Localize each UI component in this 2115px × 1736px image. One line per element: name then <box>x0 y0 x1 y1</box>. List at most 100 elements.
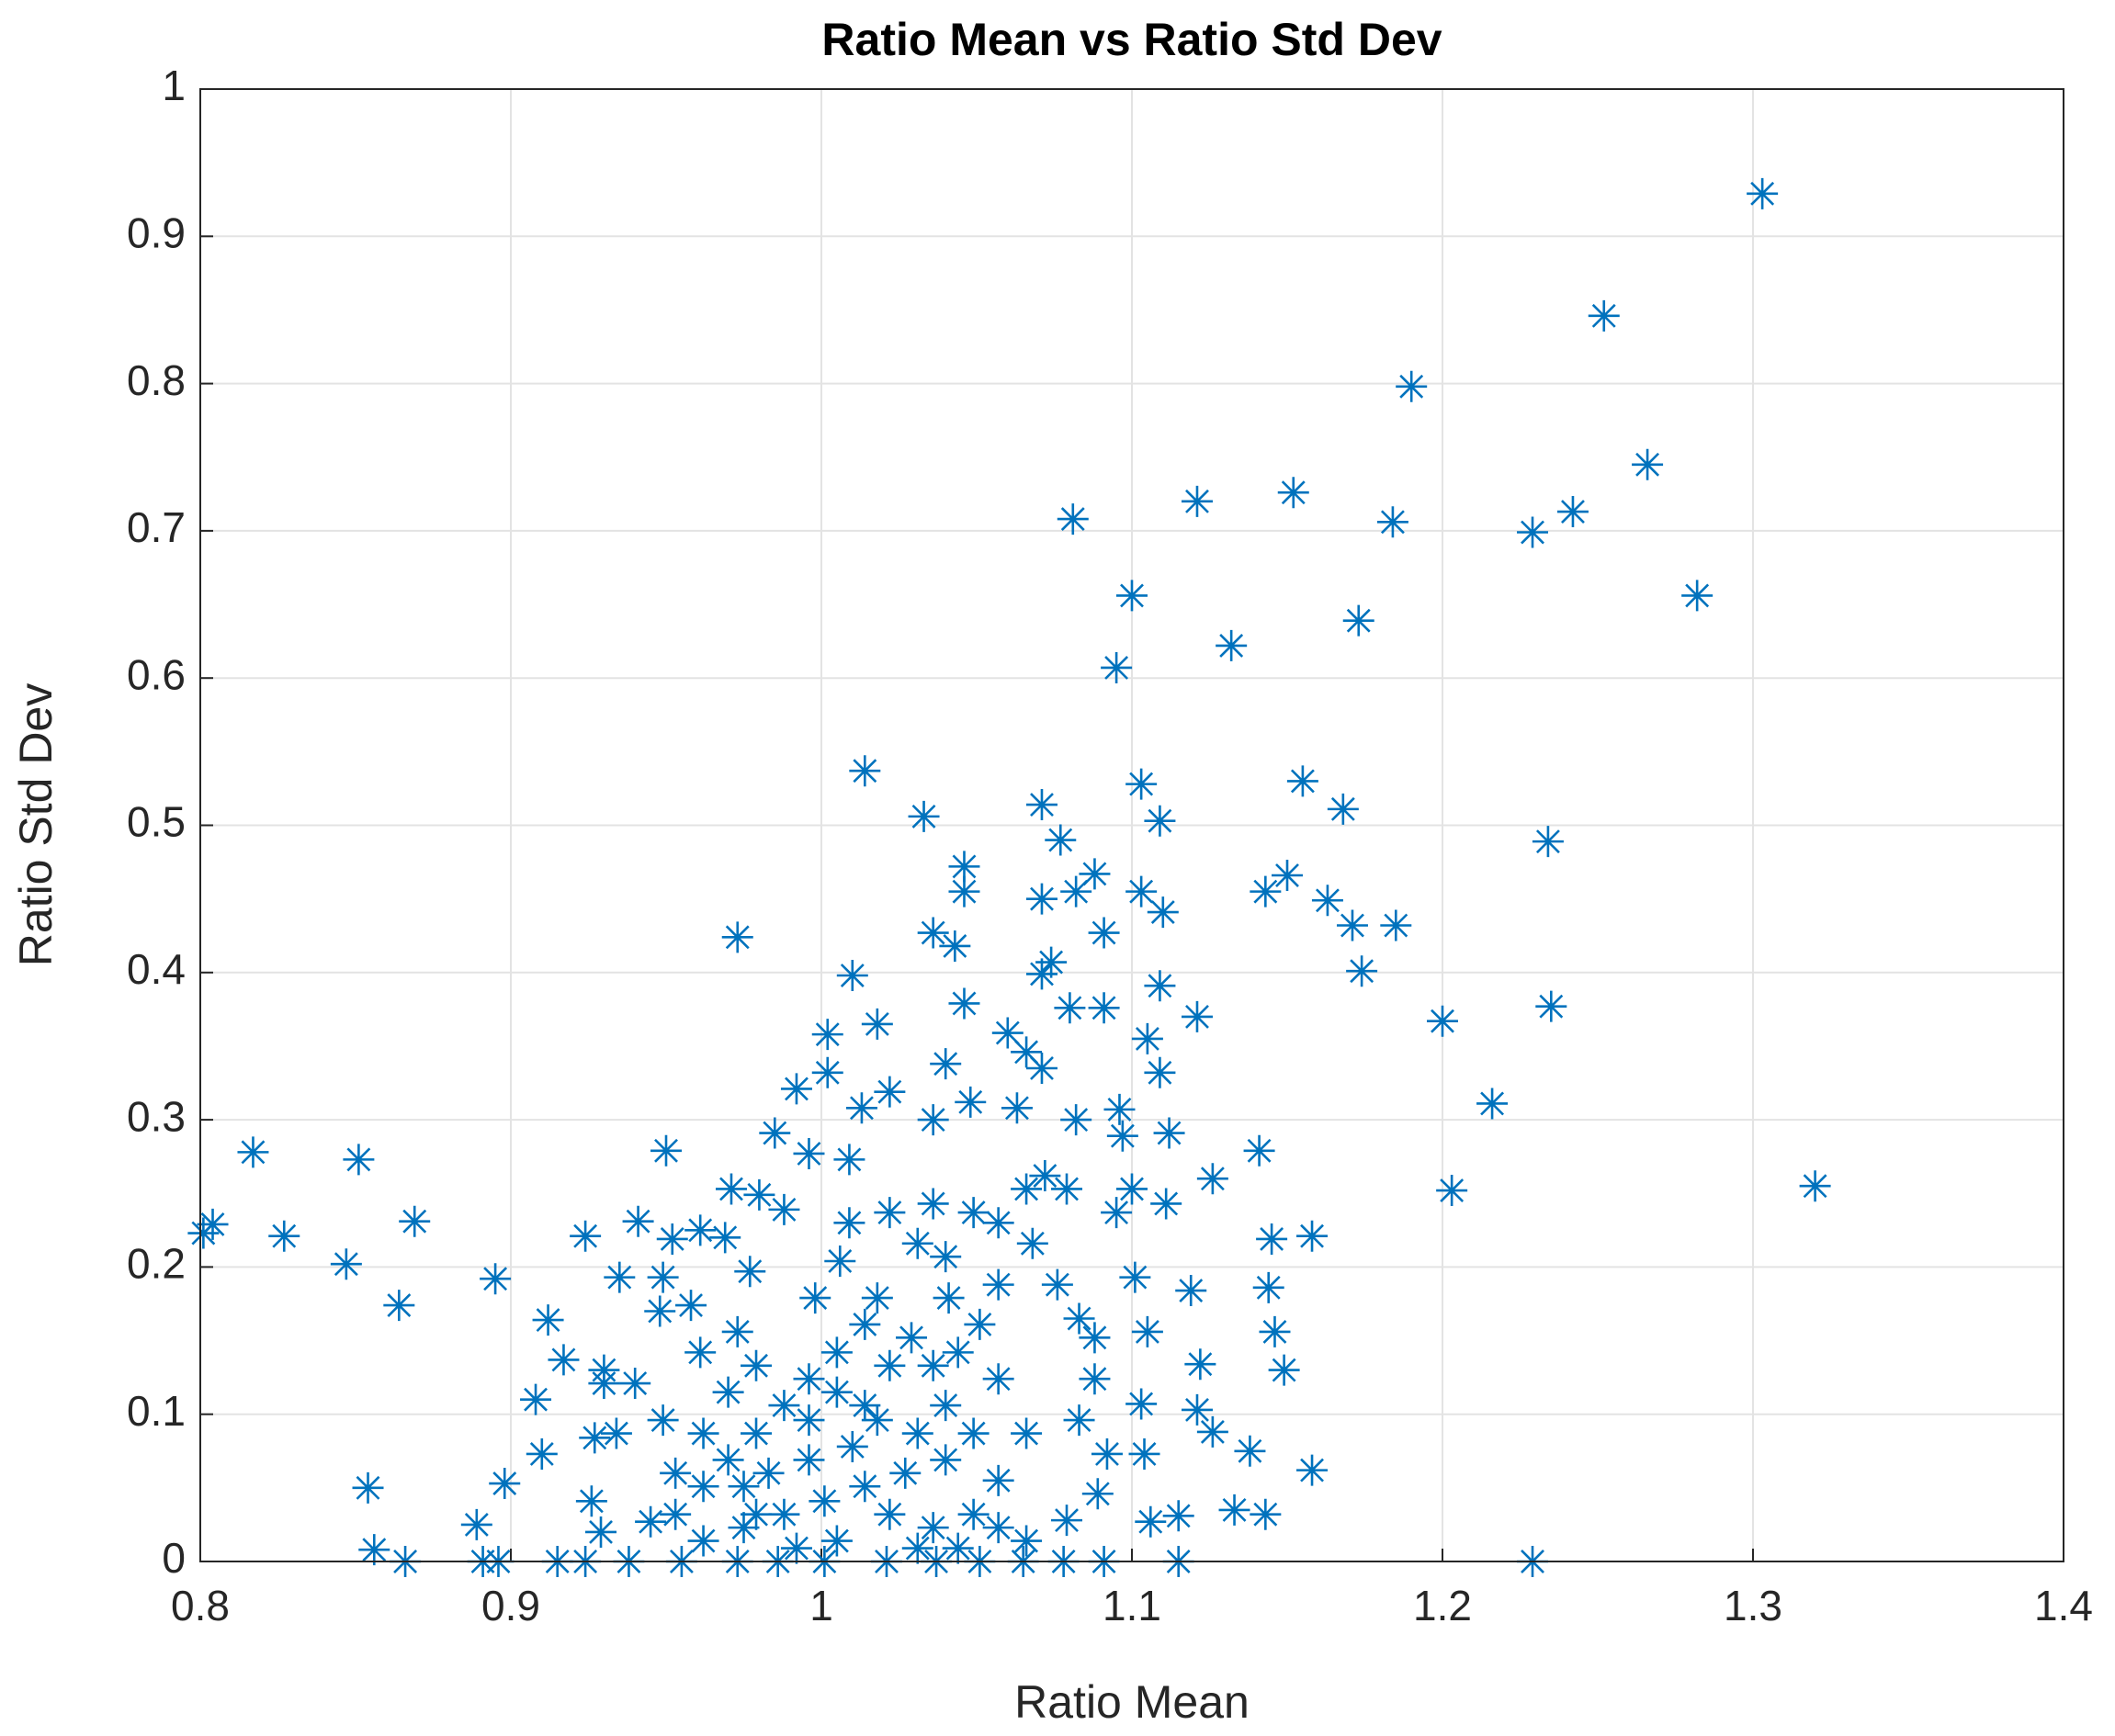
data-point <box>1153 1117 1185 1149</box>
data-point <box>793 1137 825 1169</box>
data-point <box>1147 896 1179 929</box>
y-tick-label: 0.3 <box>127 1092 186 1140</box>
y-tick-label: 0 <box>162 1534 186 1582</box>
y-tick-label: 0.4 <box>127 945 186 993</box>
data-point <box>874 1498 906 1530</box>
data-point <box>728 1512 760 1544</box>
data-point <box>1181 485 1213 517</box>
data-point <box>1135 1505 1167 1538</box>
data-point <box>343 1144 375 1176</box>
data-point <box>917 1188 949 1220</box>
data-point <box>660 1498 692 1530</box>
data-point <box>480 1263 512 1295</box>
data-point <box>982 1268 1014 1301</box>
data-point <box>1396 370 1428 402</box>
data-point <box>948 875 980 907</box>
data-point <box>1119 1261 1151 1293</box>
data-point <box>836 1430 868 1462</box>
data-point <box>644 1295 676 1327</box>
data-point <box>820 1525 853 1557</box>
data-point <box>1175 1275 1207 1307</box>
data-point <box>793 1404 825 1437</box>
data-point <box>917 1512 949 1544</box>
data-point <box>1101 651 1133 683</box>
data-point <box>1101 1197 1133 1229</box>
data-point <box>1342 604 1374 637</box>
data-point <box>237 1136 269 1168</box>
data-point <box>901 1532 933 1564</box>
x-tick-label: 1.4 <box>2034 1582 2093 1629</box>
data-point <box>933 1282 965 1314</box>
data-point <box>1116 580 1148 612</box>
data-point <box>811 1019 843 1051</box>
data-point <box>849 1390 881 1422</box>
data-point <box>1051 1505 1083 1537</box>
data-point <box>1041 1268 1073 1301</box>
data-point <box>1035 946 1068 978</box>
data-point <box>917 1349 949 1381</box>
data-point <box>1234 1435 1266 1467</box>
data-point <box>957 1417 990 1449</box>
data-point <box>330 1248 362 1280</box>
data-point <box>399 1205 431 1237</box>
x-axis-label: Ratio Mean <box>1014 1676 1250 1728</box>
y-tick-label: 0.6 <box>127 650 186 698</box>
data-point <box>1063 1404 1095 1437</box>
data-point <box>1268 1354 1300 1386</box>
x-tick-label: 0.8 <box>171 1582 230 1629</box>
data-point <box>896 1322 928 1354</box>
data-point <box>734 1256 766 1288</box>
data-point <box>1216 629 1248 661</box>
data-point <box>861 1282 893 1314</box>
data-point <box>1011 1036 1043 1068</box>
data-point <box>982 1512 1014 1544</box>
data-point <box>901 1417 933 1449</box>
data-point <box>1632 448 1664 480</box>
data-point <box>741 1498 773 1530</box>
data-point <box>849 1308 881 1340</box>
y-tick-label: 0.7 <box>127 503 186 551</box>
data-point <box>619 1368 651 1400</box>
data-point <box>715 1173 747 1205</box>
data-point <box>579 1422 611 1454</box>
data-point <box>991 1017 1024 1049</box>
data-point <box>957 1498 990 1530</box>
data-point <box>1131 1315 1163 1347</box>
data-point <box>1079 1363 1111 1395</box>
y-tick-label: 0.8 <box>127 356 186 404</box>
data-point <box>1681 580 1713 612</box>
y-tick-label: 0.1 <box>127 1387 186 1435</box>
data-point <box>1588 299 1620 332</box>
data-point <box>684 1214 717 1246</box>
data-point <box>712 1376 744 1408</box>
data-point <box>861 1404 893 1437</box>
data-point <box>845 1092 877 1124</box>
data-point <box>1011 1173 1043 1205</box>
data-point <box>1029 1160 1061 1192</box>
data-point <box>709 1222 741 1254</box>
x-tick-label: 1.1 <box>1103 1582 1161 1629</box>
data-point <box>585 1516 617 1548</box>
data-point <box>942 1532 974 1564</box>
data-point <box>849 1471 881 1503</box>
data-point <box>833 1144 865 1176</box>
data-point <box>908 800 940 832</box>
data-point <box>1060 1104 1092 1136</box>
data-point <box>1025 789 1058 821</box>
data-point <box>660 1457 692 1489</box>
y-tick-label: 0.5 <box>127 798 186 846</box>
data-point <box>1150 1188 1182 1220</box>
data-point <box>1128 1437 1160 1470</box>
data-point <box>861 1008 893 1040</box>
data-point <box>768 1498 800 1530</box>
data-point <box>1125 1388 1158 1420</box>
data-point <box>1535 990 1567 1022</box>
data-point <box>1025 958 1058 990</box>
data-point <box>526 1437 558 1470</box>
data-point <box>874 1076 906 1108</box>
data-point <box>752 1457 785 1489</box>
data-point <box>604 1261 636 1293</box>
data-point <box>780 1073 812 1105</box>
data-point <box>1060 875 1092 907</box>
data-point <box>721 1315 753 1347</box>
